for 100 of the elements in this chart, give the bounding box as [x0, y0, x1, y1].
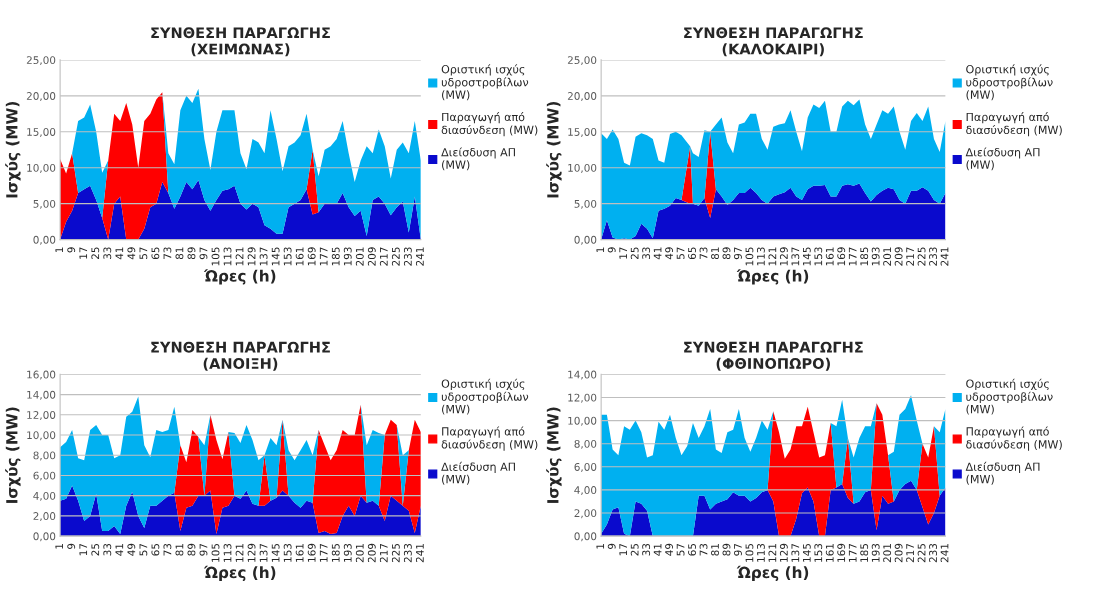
x-tick-label: 113	[223, 247, 232, 266]
x-tick-label: 57	[676, 247, 685, 259]
y-tick-label: 4,00	[574, 486, 597, 496]
x-tick-label: 193	[343, 543, 352, 562]
y-tick-label: 25,00	[26, 56, 56, 66]
legend-label: Διείσδυση ΑΠ (MW)	[441, 147, 515, 171]
x-tick-label: 17	[79, 543, 88, 556]
y-tick-label: 4,00	[33, 491, 56, 501]
y-axis-title: Ισχύς (MW)	[5, 101, 21, 198]
y-tick-label: 2,00	[33, 512, 56, 522]
x-tick-label: 1	[596, 544, 605, 549]
x-tick-label: 145	[803, 543, 811, 562]
x-tick-label: 209	[367, 247, 376, 266]
x-tick-label: 169	[837, 247, 846, 266]
x-tick-label: 233	[929, 247, 937, 266]
y-tick-label: 5,00	[33, 199, 56, 209]
x-tick-label: 225	[917, 543, 926, 563]
x-tick-label: 57	[676, 543, 685, 556]
x-tick-label: 169	[307, 247, 316, 266]
y-tick-label: 16,00	[27, 370, 56, 380]
chart-title: ΣΥΝΘΕΣΗ ΠΑΡΑΓΩΓΗΣ (ΑΝΟΙΞΗ)	[151, 341, 330, 371]
x-tick-label: 209	[894, 247, 903, 266]
x-tick-label: 241	[940, 247, 949, 266]
y-tick-label: 15,00	[27, 128, 56, 137]
x-tick-label: 177	[319, 543, 328, 562]
legend-label: Οριστική ισχύς υδροστροβίλων (MW)	[441, 64, 529, 101]
x-tick-label: 49	[665, 543, 674, 556]
x-tick-label: 89	[187, 247, 196, 260]
x-tick-label: 41	[115, 544, 124, 556]
x-tick-label: 193	[871, 543, 880, 562]
x-tick-label: 17	[79, 247, 88, 259]
x-tick-label: 9	[67, 543, 76, 550]
x-tick-label: 201	[355, 544, 364, 563]
y-tick-label: 0,00	[33, 235, 56, 245]
x-tick-label: 33	[642, 543, 651, 556]
x-tick-label: 65	[151, 543, 160, 556]
x-tick-label: 129	[247, 543, 256, 562]
x-axis-title: Ώρες (h)	[203, 269, 276, 285]
y-tick-label: 20,00	[26, 92, 56, 102]
y-tick-label: 0,00	[574, 532, 597, 542]
x-tick-label: 57	[139, 543, 148, 556]
x-tick-label: 25	[91, 543, 100, 556]
x-tick-label: 137	[259, 247, 268, 266]
y-axis-title: Ισχύς (MW)	[546, 101, 562, 198]
x-tick-label: 121	[768, 544, 777, 562]
x-tick-label: 89	[722, 247, 731, 260]
x-axis-title: Ώρες (h)	[203, 565, 276, 582]
x-tick-label: 201	[883, 544, 892, 563]
x-tick-label: 81	[175, 544, 184, 556]
x-tick-label: 73	[699, 543, 708, 556]
y-tick-label: 2,00	[574, 509, 597, 519]
x-tick-label: 153	[283, 247, 292, 266]
x-tick-label: 153	[814, 247, 823, 266]
x-tick-label: 33	[103, 247, 112, 260]
legend-label: Οριστική ισχύς υδροστροβίλων (MW)	[966, 378, 1053, 415]
x-tick-label: 121	[235, 544, 244, 562]
y-tick-label: 12,00	[568, 393, 597, 403]
legend-label: Παραγωγή από διασύνδεση (MW)	[441, 426, 538, 451]
x-tick-label: 17	[619, 247, 627, 259]
x-tick-label: 145	[271, 543, 280, 562]
x-tick-label: 81	[711, 544, 719, 556]
x-tick-label: 81	[175, 247, 184, 260]
x-tick-label: 57	[139, 247, 148, 259]
legend-label: Διείσδυση ΑΠ (MW)	[965, 147, 1040, 171]
x-tick-label: 241	[415, 247, 424, 266]
x-tick-label: 209	[367, 543, 376, 563]
legend-label: Παραγωγή από διασύνδεση (MW)	[441, 112, 538, 137]
x-tick-label: 241	[415, 544, 424, 563]
x-tick-label: 25	[630, 543, 639, 556]
x-tick-label: 97	[734, 247, 742, 260]
x-tick-label: 105	[211, 247, 220, 266]
y-tick-label: 14,00	[568, 370, 597, 380]
x-tick-label: 1	[596, 247, 605, 253]
x-tick-label: 225	[917, 247, 926, 266]
y-tick-label: 10,00	[568, 163, 597, 173]
x-tick-label: 9	[67, 247, 76, 253]
x-tick-label: 153	[814, 543, 823, 562]
legend-label: Παραγωγή από διασύνδεση (MW)	[966, 426, 1062, 451]
legend-label: Οριστική ισχύς υδροστροβίλων (MW)	[441, 378, 529, 415]
y-tick-label: 8,00	[574, 439, 597, 449]
x-tick-label: 177	[848, 247, 857, 266]
x-tick-label: 105	[745, 543, 754, 562]
x-tick-label: 41	[653, 247, 662, 260]
x-tick-label: 185	[860, 543, 869, 562]
x-tick-label: 185	[331, 247, 340, 266]
x-tick-label: 33	[103, 543, 112, 556]
x-tick-label: 137	[791, 543, 800, 562]
x-axis-title: Ώρες (h)	[736, 565, 809, 582]
x-tick-label: 65	[151, 247, 160, 260]
y-tick-label: 6,00	[33, 471, 56, 481]
y-tick-label: 0,00	[33, 532, 56, 542]
y-tick-label: 10,00	[27, 163, 56, 173]
x-tick-label: 33	[642, 247, 651, 260]
x-tick-label: 113	[223, 543, 232, 562]
x-tick-label: 145	[271, 247, 280, 266]
x-tick-label: 185	[860, 247, 869, 266]
y-tick-label: 15,00	[568, 128, 597, 137]
x-tick-label: 41	[653, 544, 662, 556]
x-tick-label: 233	[403, 543, 412, 563]
x-tick-label: 177	[319, 247, 328, 266]
